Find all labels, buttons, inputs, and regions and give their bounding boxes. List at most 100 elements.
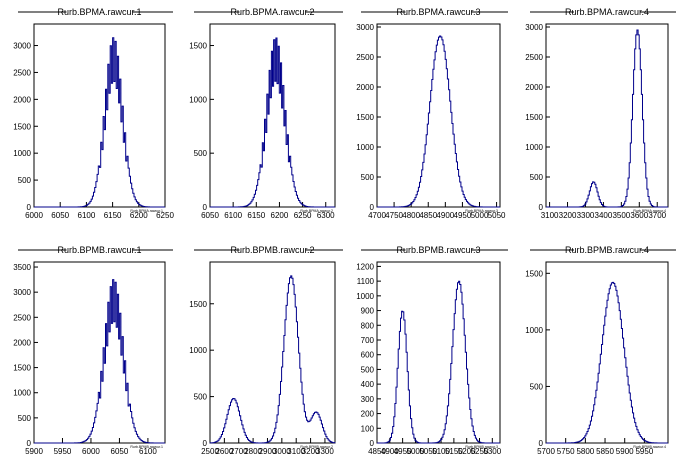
x-tick-label: 3200 bbox=[302, 447, 320, 456]
y-tick-label: 100 bbox=[361, 424, 375, 433]
x-tick-label: 2900 bbox=[259, 447, 277, 456]
y-tick-label: 1500 bbox=[13, 364, 31, 373]
chart-title: Rurb.BPMB.rawcur.4 bbox=[565, 245, 649, 255]
y-tick-label: 1500 bbox=[525, 113, 543, 122]
x-tick-label: 6200 bbox=[130, 211, 148, 220]
y-tick-label: 700 bbox=[361, 336, 375, 345]
chart-title: Rurb.BPMA.rawcur.1 bbox=[57, 7, 141, 17]
y-tick-label: 2000 bbox=[356, 83, 374, 92]
y-tick-label: 0 bbox=[539, 203, 544, 212]
x-axis-label: Rurb.BPMB.rawcur.1 bbox=[130, 445, 163, 449]
y-tick-label: 200 bbox=[361, 410, 375, 419]
x-tick-label: 2800 bbox=[244, 447, 262, 456]
y-tick-label: 500 bbox=[18, 176, 32, 185]
x-tick-label: 5000 bbox=[471, 211, 489, 220]
x-tick-label: 2500 bbox=[201, 447, 219, 456]
x-tick-label: 5900 bbox=[25, 447, 43, 456]
y-tick-label: 1000 bbox=[356, 143, 374, 152]
chart-title: Rurb.BPMB.rawcur.3 bbox=[396, 245, 480, 255]
x-tick-label: 2600 bbox=[215, 447, 233, 456]
y-tick-label: 1000 bbox=[356, 292, 374, 301]
x-tick-label: 6250 bbox=[156, 211, 174, 220]
x-axis-label: Rurb.BPMB.rawcur.3 bbox=[465, 445, 498, 449]
histogram-curve bbox=[210, 37, 335, 208]
histogram-panel: Rurb.BPMA.rawcur.1 0 500 1000 1500 2000 2500 30… bbox=[13, 7, 174, 220]
y-tick-label: 0 bbox=[370, 203, 375, 212]
x-tick-label: 6250 bbox=[294, 211, 312, 220]
y-tick-label: 0 bbox=[27, 439, 32, 448]
x-tick-label: 6100 bbox=[78, 211, 96, 220]
y-tick-label: 1500 bbox=[356, 113, 374, 122]
y-tick-label: 2000 bbox=[13, 95, 31, 104]
y-tick-label: 0 bbox=[203, 439, 208, 448]
x-tick-label: 5050 bbox=[419, 447, 437, 456]
y-tick-label: 1000 bbox=[13, 149, 31, 158]
x-tick-label: 5000 bbox=[407, 447, 425, 456]
x-tick-label: 4800 bbox=[402, 211, 420, 220]
y-tick-label: 1200 bbox=[356, 262, 374, 271]
y-tick-label: 1500 bbox=[189, 300, 207, 309]
histogram-curve bbox=[377, 280, 500, 444]
plot-frame bbox=[209, 23, 336, 208]
x-axis-label: Rurb.BPMB.rawcur.4 bbox=[633, 445, 666, 449]
x-tick-label: 3100 bbox=[541, 211, 559, 220]
x-tick-label: 5250 bbox=[471, 447, 489, 456]
y-tick-label: 1500 bbox=[525, 269, 543, 278]
x-tick-label: 6100 bbox=[224, 211, 242, 220]
plot-frame bbox=[376, 23, 501, 208]
y-tick-label: 1500 bbox=[189, 42, 207, 51]
y-tick-label: 1000 bbox=[525, 326, 543, 335]
x-tick-label: 6000 bbox=[25, 211, 43, 220]
chart-title: Rurb.BPMA.rawcur.3 bbox=[396, 7, 480, 17]
x-tick-label: 6100 bbox=[139, 447, 157, 456]
chart-title: Rurb.BPMA.rawcur.2 bbox=[230, 7, 314, 17]
y-tick-label: 0 bbox=[539, 439, 544, 448]
y-tick-label: 2500 bbox=[13, 68, 31, 77]
x-tick-label: 3600 bbox=[630, 211, 648, 220]
x-tick-label: 6150 bbox=[104, 211, 122, 220]
plot-frame bbox=[545, 261, 669, 444]
y-tick-label: 1000 bbox=[525, 143, 543, 152]
histogram-panel: Rurb.BPMA.rawcur.2 0 500 1000 1500 6050 6100 61… bbox=[189, 7, 343, 220]
y-tick-label: 300 bbox=[361, 395, 375, 404]
x-axis-label: Rurb.BPMA.rawcur.1 bbox=[130, 209, 163, 213]
y-tick-label: 500 bbox=[361, 173, 375, 182]
x-tick-label: 4750 bbox=[385, 211, 403, 220]
x-tick-label: 5700 bbox=[537, 447, 555, 456]
x-tick-label: 6150 bbox=[247, 211, 265, 220]
y-tick-label: 2000 bbox=[525, 83, 543, 92]
histogram-panel: Rurb.BPMA.rawcur.4 0 500 1000 1500 2000 2500 30… bbox=[525, 7, 676, 220]
y-tick-label: 2500 bbox=[13, 313, 31, 322]
y-tick-label: 2500 bbox=[356, 53, 374, 62]
histogram-panel: Rurb.BPMA.rawcur.3 0 500 1000 1500 2000 2500 30… bbox=[356, 7, 508, 220]
x-tick-label: 4850 bbox=[419, 211, 437, 220]
chart-title: Rurb.BPMB.rawcur.2 bbox=[230, 245, 314, 255]
chart-title: Rurb.BPMB.rawcur.1 bbox=[57, 245, 141, 255]
y-tick-label: 3000 bbox=[13, 288, 31, 297]
plot-frame bbox=[545, 23, 669, 208]
x-tick-label: 4950 bbox=[394, 447, 412, 456]
x-axis-label: Rurb.BPMB.rawcur.2 bbox=[300, 445, 333, 449]
y-tick-label: 500 bbox=[530, 173, 544, 182]
y-tick-label: 2500 bbox=[525, 53, 543, 62]
y-tick-label: 0 bbox=[203, 203, 208, 212]
y-tick-label: 3500 bbox=[13, 263, 31, 272]
x-tick-label: 5050 bbox=[488, 211, 506, 220]
x-tick-label: 5200 bbox=[458, 447, 476, 456]
y-tick-label: 3000 bbox=[356, 23, 374, 32]
y-tick-label: 0 bbox=[27, 203, 32, 212]
y-tick-label: 800 bbox=[361, 321, 375, 330]
plot-frame bbox=[376, 261, 501, 444]
plot-frame bbox=[33, 23, 166, 208]
x-tick-label: 3000 bbox=[273, 447, 291, 456]
histogram-panel: Rurb.BPMB.rawcur.3 0 100 200 300 400 500 600 700… bbox=[356, 245, 508, 456]
x-tick-label: 6300 bbox=[317, 211, 335, 220]
x-axis-label: Rurb.BPMA.rawcur.4 bbox=[633, 209, 666, 213]
x-tick-label: 6000 bbox=[82, 447, 100, 456]
y-tick-label: 1500 bbox=[13, 122, 31, 131]
x-tick-label: 5950 bbox=[54, 447, 72, 456]
histogram-curve bbox=[546, 29, 668, 208]
y-tick-label: 1000 bbox=[189, 95, 207, 104]
